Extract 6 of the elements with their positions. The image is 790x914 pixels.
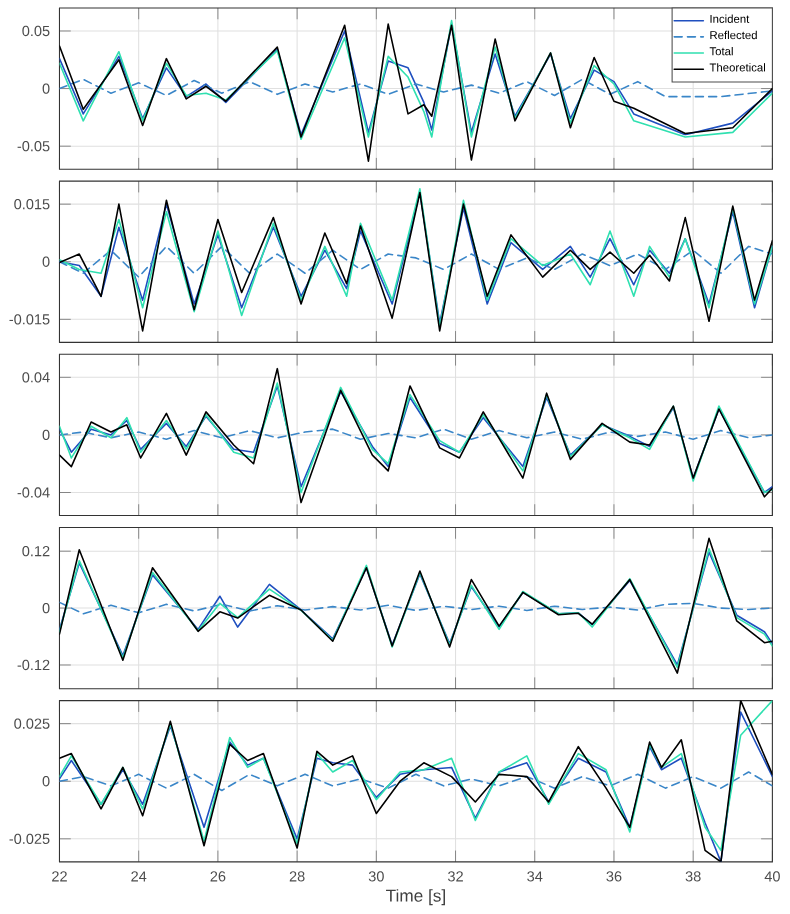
line-series (59, 771, 773, 792)
line-series (59, 23, 773, 162)
x-axis-title: Time [s] (386, 889, 446, 906)
line-series (59, 245, 773, 278)
line-series (59, 78, 773, 98)
line-series (59, 367, 773, 504)
